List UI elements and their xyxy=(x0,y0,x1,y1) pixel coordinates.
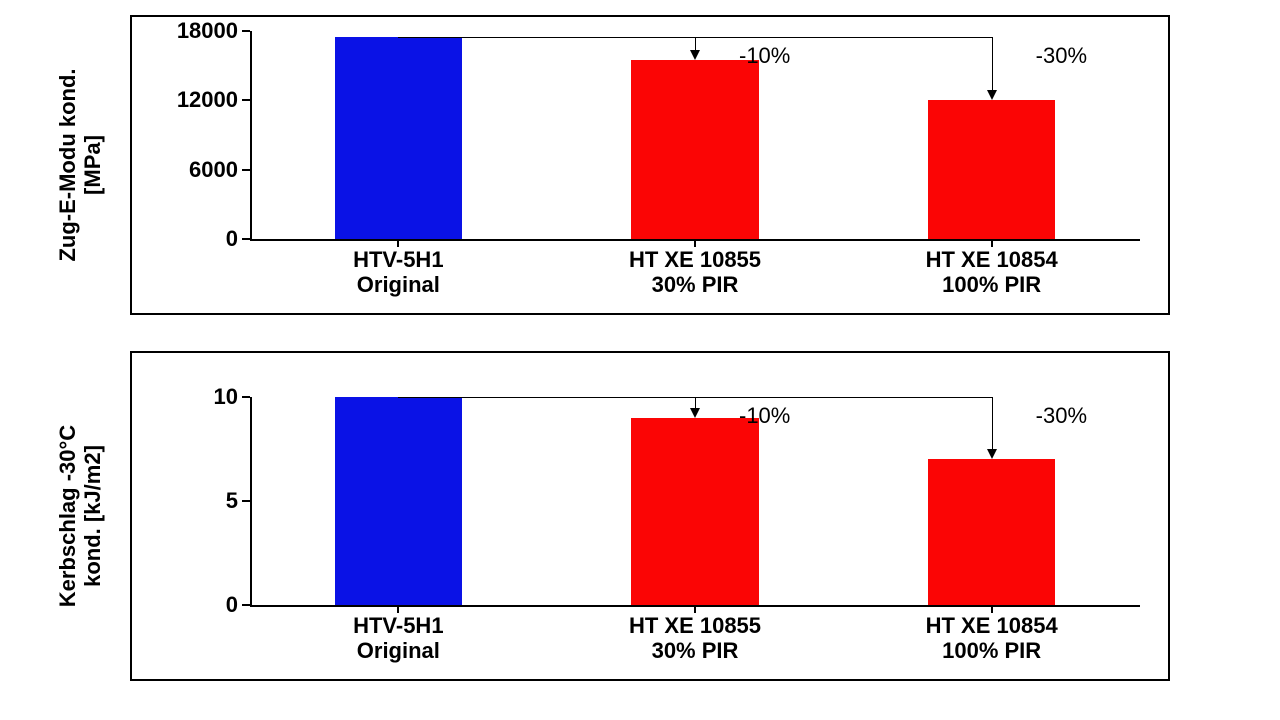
chart-bottom-ytick-label: 0 xyxy=(150,592,238,618)
chart-bottom-ytick xyxy=(242,500,250,502)
chart-top-y-axis xyxy=(250,31,252,239)
chart-top-category-label-1: HT XE 1085530% PIR xyxy=(585,247,805,298)
chart-top-xtick xyxy=(694,239,696,247)
chart-top-ytick-label: 6000 xyxy=(150,157,238,183)
chart-top-xtick xyxy=(991,239,993,247)
chart-top-bar-0 xyxy=(335,37,463,239)
chart-top-bar-2 xyxy=(928,100,1056,239)
chart-top-arrowhead-1 xyxy=(690,50,700,60)
chart-top-category-label-0: HTV-5H1Original xyxy=(288,247,508,298)
chart-bottom-xtick xyxy=(397,605,399,613)
chart-top-pct-label-1: -10% xyxy=(739,43,790,69)
chart-bottom-ytick-label: 5 xyxy=(150,488,238,514)
chart-bottom-ytick xyxy=(242,396,250,398)
chart-top-category-label-2: HT XE 10854100% PIR xyxy=(882,247,1102,298)
chart-top-xtick xyxy=(397,239,399,247)
chart-bottom-category-label-2: HT XE 10854100% PIR xyxy=(882,613,1102,664)
chart-bottom-y-axis xyxy=(250,397,252,605)
chart-bottom-category-label-1: HT XE 1085530% PIR xyxy=(585,613,805,664)
chart-bottom-xtick xyxy=(991,605,993,613)
chart-bottom-ytick-label: 10 xyxy=(150,384,238,410)
chart-top-ytick xyxy=(242,99,250,101)
chart-top-ytick-label: 0 xyxy=(150,226,238,252)
chart-bottom-arrowhead-1 xyxy=(690,408,700,418)
chart-bottom-bar-2 xyxy=(928,459,1056,605)
chart-bottom-bar-0 xyxy=(335,397,463,605)
chart-bottom-category-label-0: HTV-5H1Original xyxy=(288,613,508,664)
chart-bottom-ylabel: Kerbschlag -30°Ckond. [kJ/m2] xyxy=(55,386,115,646)
chart-top-pct-label-2: -30% xyxy=(1036,43,1087,69)
chart-top-ytick xyxy=(242,30,250,32)
chart-top-ylabel: Zug-E-Modu kond.[MPa] xyxy=(55,35,115,295)
chart-top-arrow-2 xyxy=(992,37,993,91)
chart-top-bar-1 xyxy=(631,60,759,239)
chart-top-arrowhead-2 xyxy=(987,90,997,100)
chart-top-ytick-label: 12000 xyxy=(150,87,238,113)
chart-top-ytick xyxy=(242,169,250,171)
chart-top-ytick xyxy=(242,238,250,240)
chart-bottom-arrow-1 xyxy=(695,397,696,408)
chart-top-ytick-label: 18000 xyxy=(150,18,238,44)
chart-top-arrow-1 xyxy=(695,37,696,50)
chart-bottom-pct-label-2: -30% xyxy=(1036,403,1087,429)
chart-bottom-ytick xyxy=(242,604,250,606)
chart-bottom-arrowhead-2 xyxy=(987,449,997,459)
chart-bottom-arrow-2 xyxy=(992,397,993,449)
chart-bottom-pct-label-1: -10% xyxy=(739,403,790,429)
chart-bottom-bar-1 xyxy=(631,418,759,605)
chart-bottom-xtick xyxy=(694,605,696,613)
